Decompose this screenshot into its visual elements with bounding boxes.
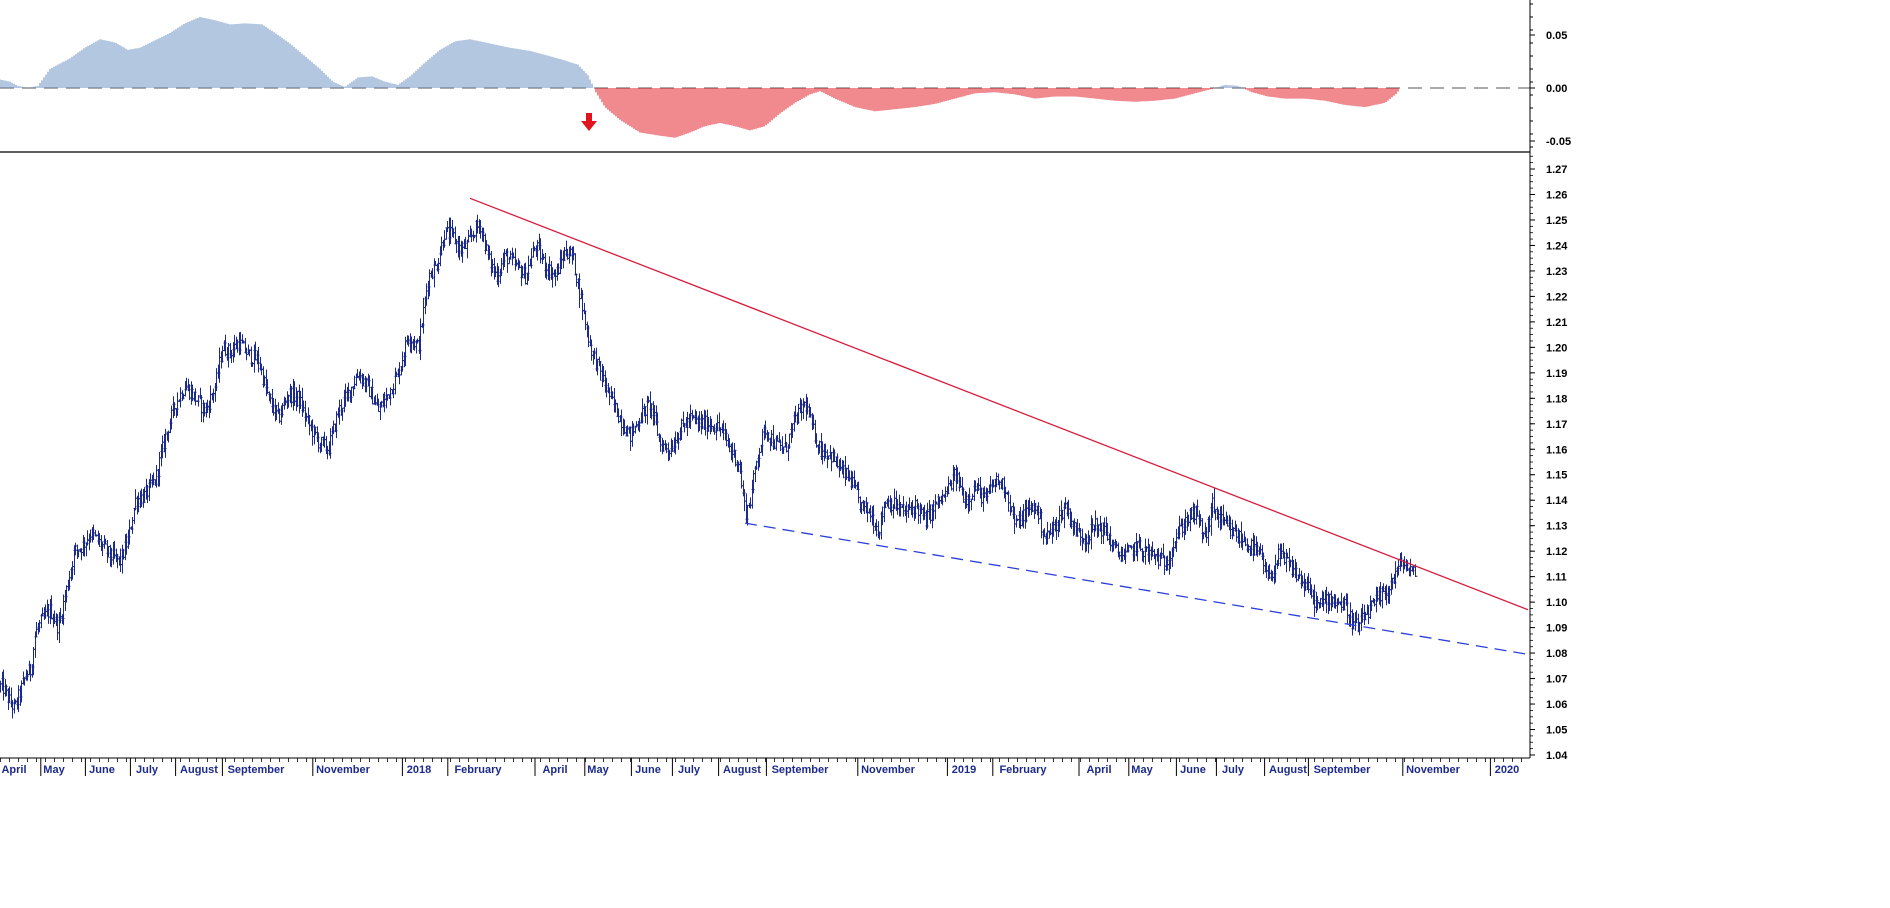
x-axis-tick-label: November [316,764,371,776]
x-axis-tick-label: July [678,764,701,776]
x-axis-tick-label: August [723,764,761,776]
x-axis-tick-label: June [635,764,661,776]
price-y-tick-label: 1.25 [1546,215,1567,227]
x-axis-tick-label: April [1,764,26,776]
sell-signal-arrow-icon [581,113,597,131]
price-y-tick-label: 1.15 [1546,470,1567,482]
trendline-resistance [469,197,1529,611]
oscillator-y-tick-label: 0.00 [1546,83,1567,95]
x-axis-tick-label: September [228,764,286,776]
oscillator-y-tick-label: 0.05 [1546,30,1567,42]
oscillator-y-tick-label: -0.05 [1546,136,1571,148]
price-panel [0,197,1529,719]
x-axis-tick-label: June [89,764,115,776]
price-y-tick-label: 1.21 [1546,317,1567,329]
price-y-tick-label: 1.12 [1546,546,1567,558]
price-y-tick-label: 1.20 [1546,342,1567,354]
x-axis-tick-label: August [180,764,218,776]
price-y-tick-label: 1.19 [1546,368,1567,380]
price-y-tick-label: 1.13 [1546,521,1567,533]
x-axis-tick-label: May [1131,764,1153,776]
x-axis-tick-label: July [1222,764,1245,776]
price-y-tick-label: 1.09 [1546,623,1567,635]
x-axis-tick-label: 2018 [407,764,431,776]
x-axis-tick-label: April [542,764,567,776]
x-axis-tick-label: June [1180,764,1206,776]
x-axis-tick-label: 2019 [952,764,976,776]
axes: 0.05 0.00 -0.05 1.27 1.26 1.25 1.24 1.23 1.22 1.2… [0,0,1571,776]
price-y-tick-label: 1.10 [1546,597,1567,609]
price-y-tick-label: 1.14 [1546,495,1568,507]
price-y-tick-label: 1.26 [1546,189,1567,201]
price-y-tick-label: 1.22 [1546,291,1567,303]
price-y-tick-label: 1.17 [1546,419,1567,431]
x-axis-tick-label: September [772,764,830,776]
price-y-tick-label: 1.04 [1546,750,1568,762]
price-y-tick-label: 1.24 [1546,240,1568,252]
sell-signal-arrow-head [581,121,597,131]
x-axis-tick-label: September [1314,764,1372,776]
x-axis-tick-label: July [136,764,159,776]
x-axis-tick-label: February [999,764,1047,776]
price-y-tick-label: 1.08 [1546,648,1567,660]
x-axis-tick-label: May [43,764,65,776]
price-y-tick-label: 1.27 [1546,164,1567,176]
x-axis-tick-label: February [454,764,502,776]
x-axis-tick-label: April [1086,764,1111,776]
price-y-tick-label: 1.07 [1546,674,1567,686]
price-y-tick-label: 1.11 [1546,572,1567,584]
sell-signal-arrow-shaft [586,113,592,122]
x-axis-tick-label: 2020 [1495,764,1519,776]
x-axis-tick-label: August [1269,764,1307,776]
oscillator-panel [0,16,1530,138]
price-y-tick-label: 1.23 [1546,266,1567,278]
x-axis-tick-label: November [1406,764,1461,776]
price-y-tick-label: 1.18 [1546,393,1567,405]
x-axis-tick-label: May [587,764,609,776]
price-y-tick-label: 1.06 [1546,699,1567,711]
price-y-tick-label: 1.05 [1546,725,1567,737]
x-axis-tick-label: November [861,764,916,776]
price-y-tick-label: 1.16 [1546,444,1567,456]
